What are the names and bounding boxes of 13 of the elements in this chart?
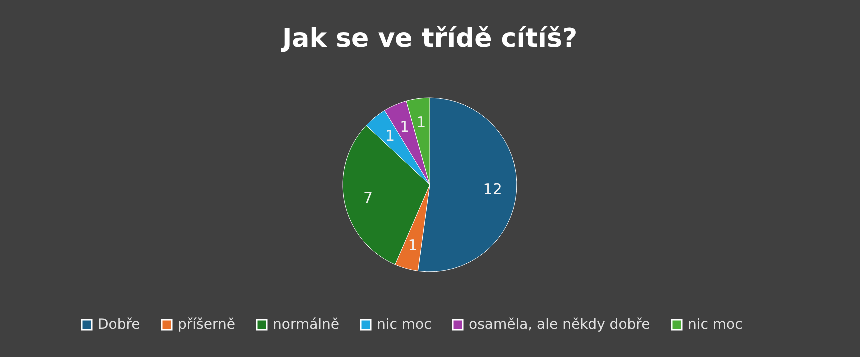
data-label: 1: [385, 127, 396, 146]
data-label: 12: [483, 180, 502, 198]
legend-label: osaměla, ale někdy dobře: [469, 317, 650, 333]
chart-title: Jak se ve třídě cítíš?: [280, 24, 578, 54]
legend-label: nic moc: [377, 317, 432, 333]
data-label: 1: [416, 114, 426, 132]
legend-label: Dobře: [98, 317, 140, 333]
data-label: 1: [408, 236, 418, 255]
legend-label: normálně: [273, 317, 340, 333]
data-label: 1: [400, 118, 410, 136]
legend-label: příšerně: [178, 317, 236, 333]
legend-label: nic moc: [688, 317, 743, 333]
data-label: 7: [364, 188, 374, 207]
